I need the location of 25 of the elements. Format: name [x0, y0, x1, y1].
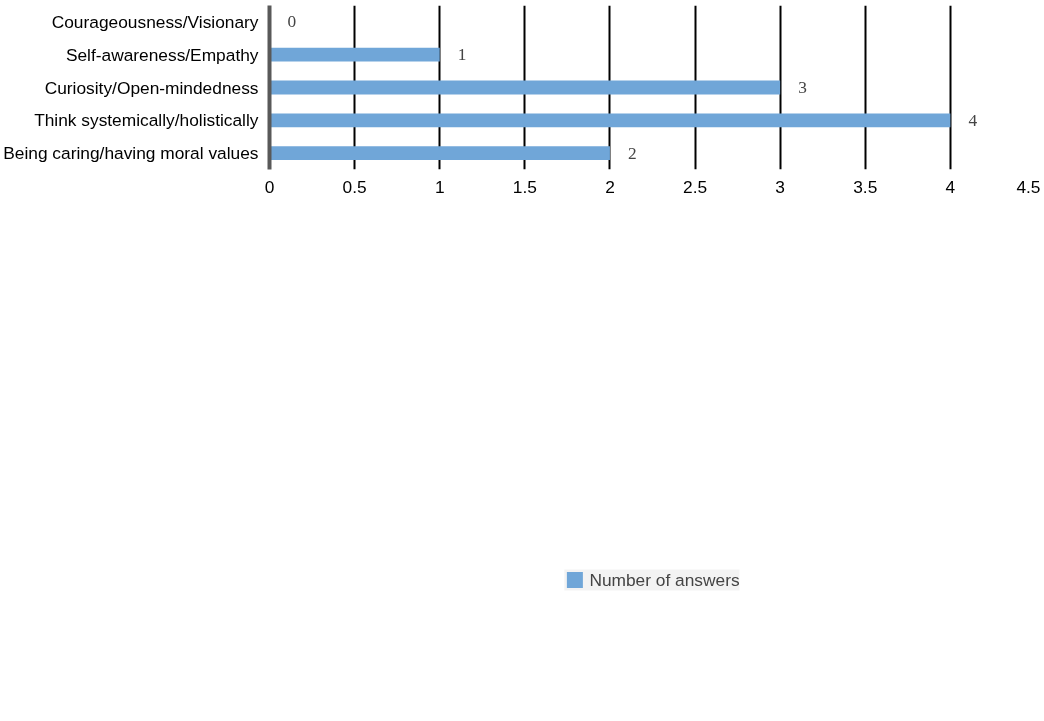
- legend-label: Number of answers: [589, 569, 740, 591]
- x-tick-label: 3: [775, 176, 785, 197]
- x-tick-label: 4: [945, 176, 956, 197]
- data-label: 3: [798, 78, 807, 97]
- data-label: 1: [457, 45, 467, 65]
- data-label: 0: [287, 12, 297, 32]
- bar: [269, 80, 781, 95]
- y-tick-label: Think systemically/holistically: [34, 110, 259, 131]
- bar: [269, 47, 440, 62]
- x-tick-label: 2: [605, 176, 615, 197]
- x-tick-label: 2.5: [683, 176, 708, 197]
- x-tick-label: 0: [264, 176, 275, 197]
- y-tick-label: Courageousness/Visionary: [51, 11, 259, 32]
- y-tick-label: Being caring/having moral values: [3, 143, 259, 164]
- bar: [269, 113, 951, 128]
- data-label: 2: [627, 143, 637, 163]
- y-tick-label: Curiosity/Open-mindedness: [44, 77, 259, 98]
- y-tick-label: Self-awareness/Empathy: [65, 44, 259, 65]
- bar: [269, 146, 610, 160]
- x-tick-label: 0.5: [342, 176, 367, 197]
- x-tick-label: 1.5: [512, 176, 537, 197]
- x-tick-label: 3.5: [853, 176, 878, 197]
- x-tick-label: 4.5: [1016, 176, 1041, 197]
- x-tick-label: 1: [434, 176, 445, 197]
- data-label: 4: [968, 110, 978, 130]
